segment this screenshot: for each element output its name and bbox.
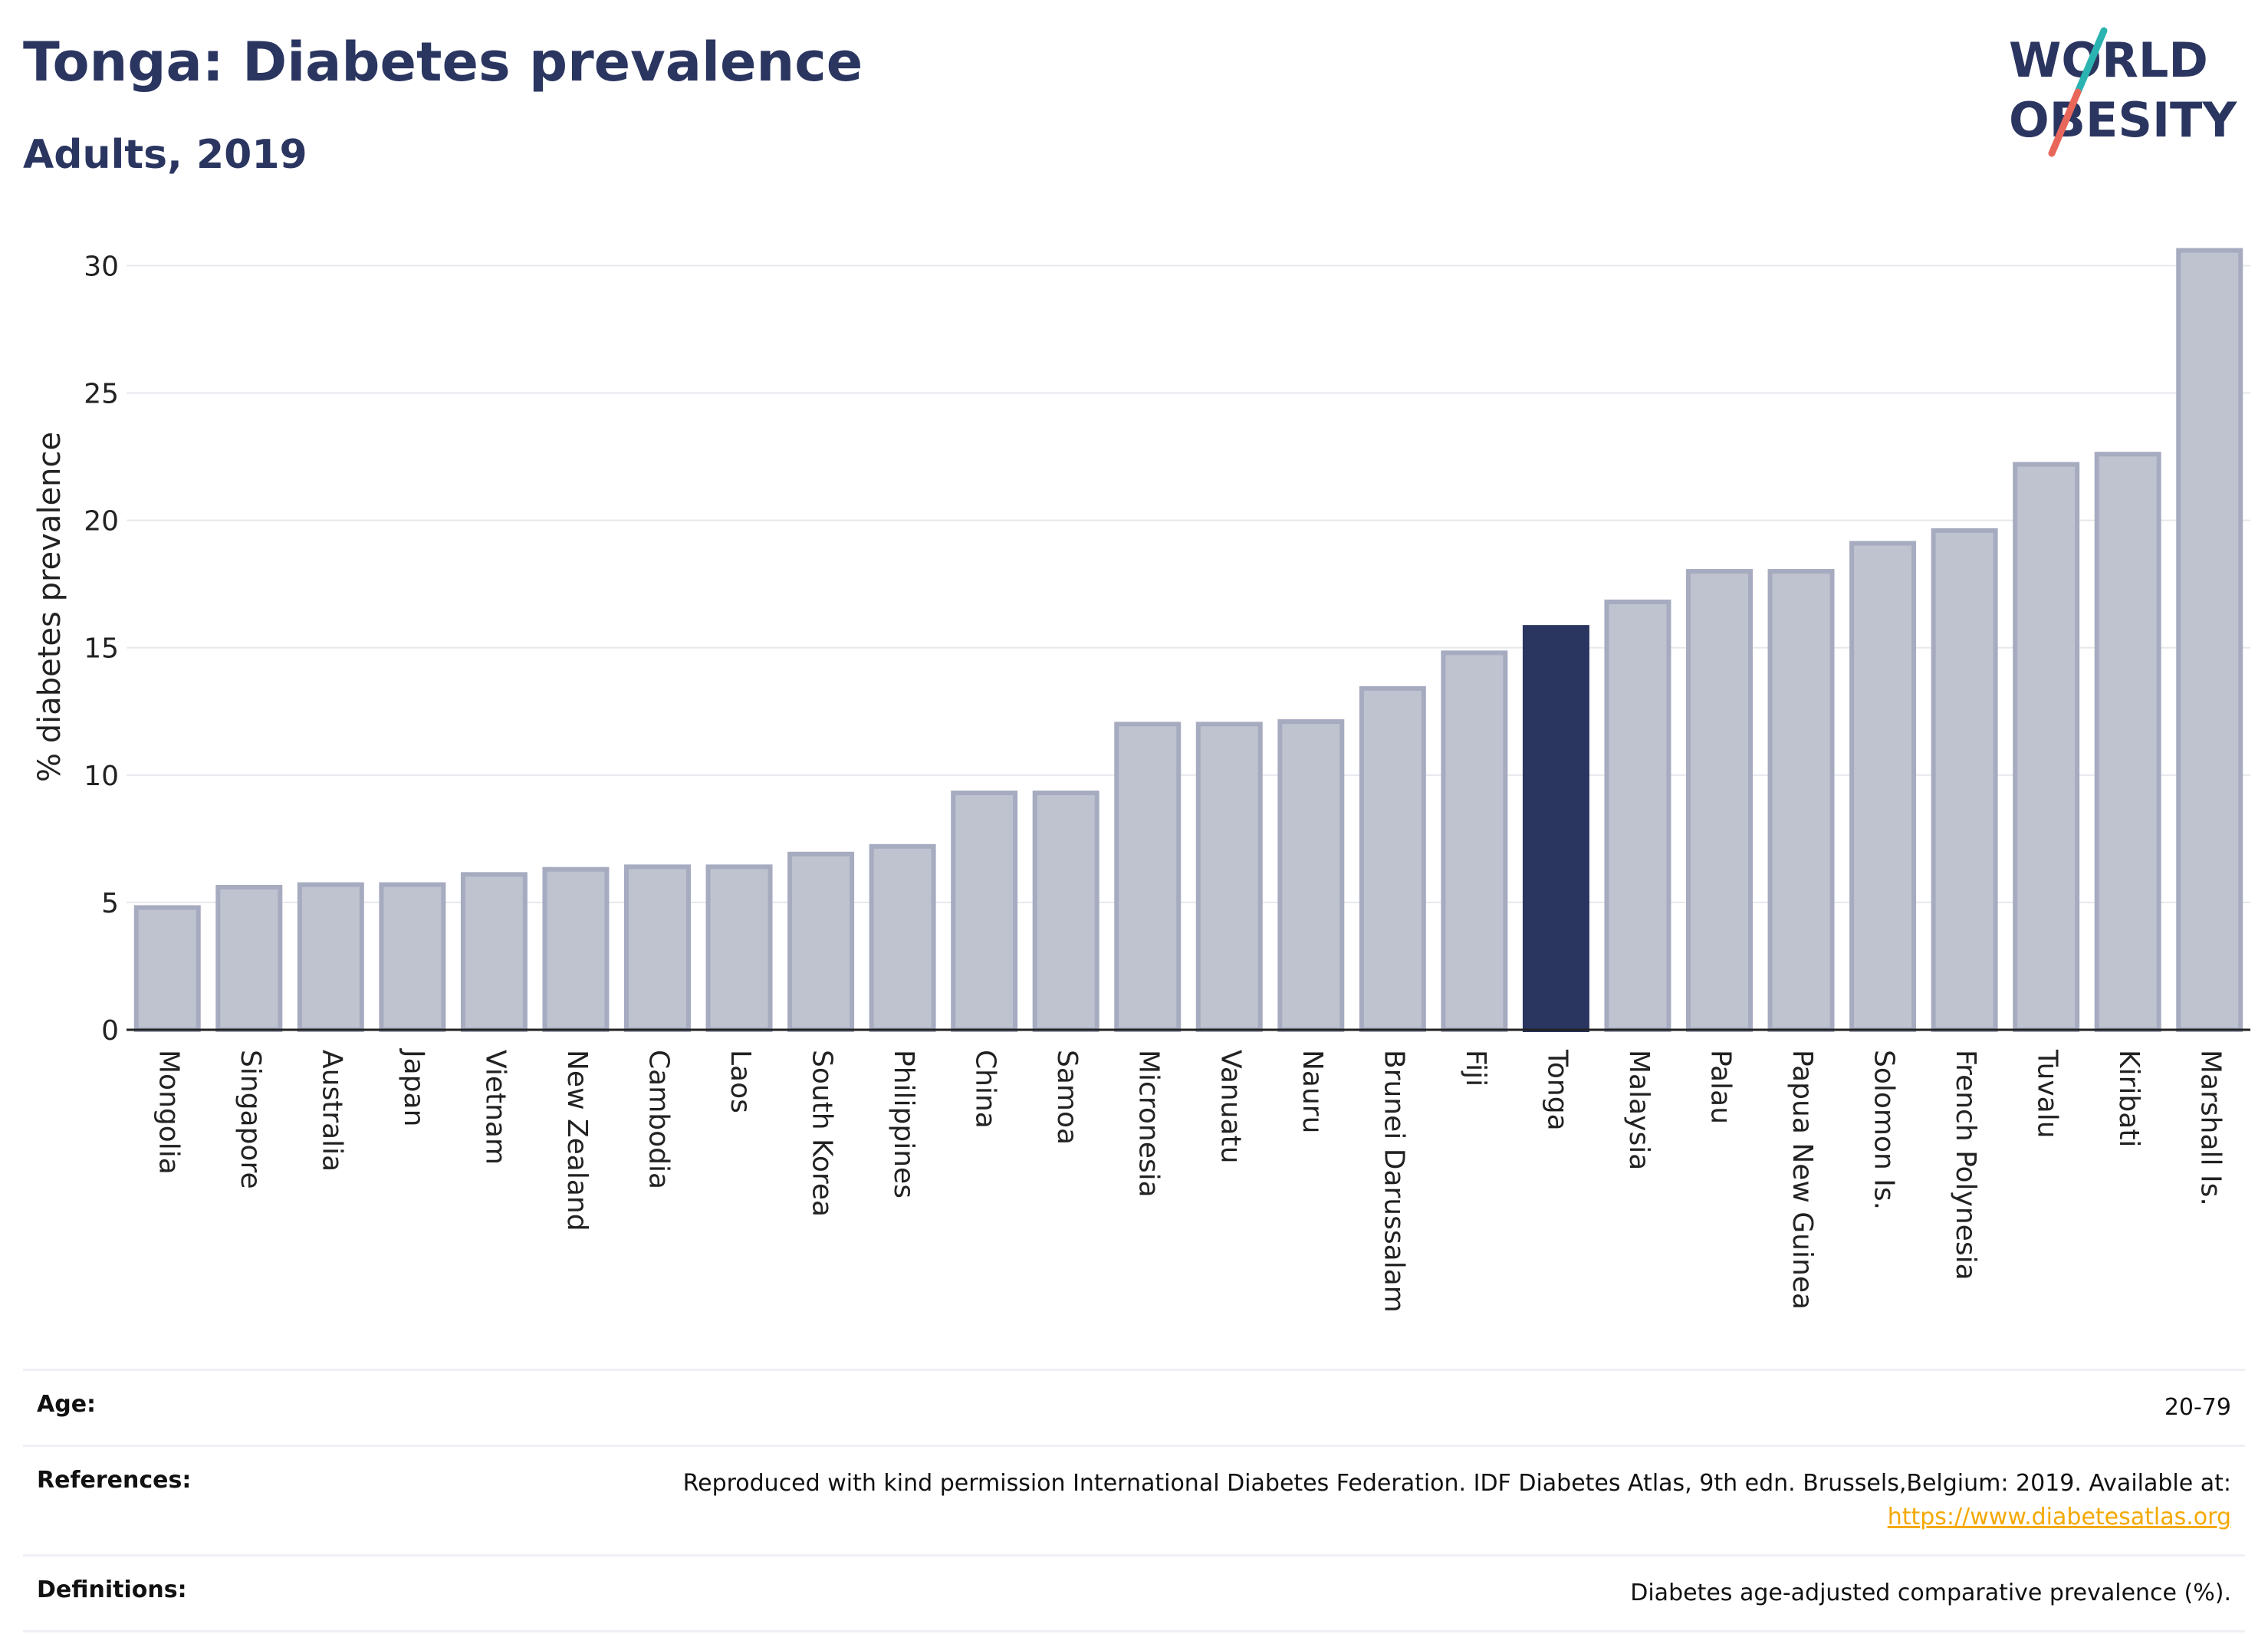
bar-french-polynesia[interactable] <box>1931 528 1998 1032</box>
y-axis-ticks: 0 5 10 15 20 25 30 <box>84 251 119 1047</box>
logo-accent-coral <box>2048 88 2082 157</box>
x-tick-label: Cambodia <box>643 1050 675 1189</box>
y-tick-label: 0 <box>101 1015 119 1047</box>
x-tick-label: New Zealand <box>561 1050 593 1231</box>
bar-marshall-is[interactable] <box>2176 248 2243 1033</box>
x-tick-label: Malaysia <box>1623 1050 1655 1170</box>
x-tick-label: Palau <box>1705 1050 1737 1124</box>
x-tick-label: Samoa <box>1051 1050 1083 1145</box>
info-value: Reproduced with kind permission Internat… <box>683 1467 2231 1534</box>
y-tick-label: 15 <box>84 633 119 665</box>
bar-laos[interactable] <box>705 864 773 1033</box>
x-tick-label: Japan <box>398 1048 429 1126</box>
y-tick-label: 5 <box>101 888 119 919</box>
info-row-age: Age: 20-79 <box>23 1369 2245 1445</box>
x-tick-label: Tonga <box>1541 1049 1573 1131</box>
bar-chart: 0 5 10 15 20 25 30 Mongolia Singapore Australia J… <box>32 248 2250 1313</box>
x-tick-label: Kiribati <box>2113 1050 2145 1147</box>
x-tick-label: Singapore <box>235 1050 266 1189</box>
info-value: 20-79 <box>2164 1391 2231 1425</box>
info-table: Age: 20-79 References: Reproduced with kind… <box>23 1369 2245 1632</box>
x-tick-label: Brunei Darussalam <box>1378 1050 1409 1313</box>
bar-micronesia[interactable] <box>1114 722 1182 1032</box>
bar-japan[interactable] <box>379 882 446 1032</box>
page-subtitle: Adults, 2019 <box>23 132 307 178</box>
x-tick-label: Marshall Is. <box>2195 1050 2227 1206</box>
bar-tonga[interactable] <box>1522 625 1589 1032</box>
info-label: References: <box>37 1467 192 1494</box>
bar-new-zealand[interactable] <box>542 866 610 1033</box>
info-value-text: 20-79 <box>2164 1394 2231 1421</box>
x-tick-label: Vanuatu <box>1215 1050 1246 1164</box>
x-tick-label: Laos <box>725 1050 756 1113</box>
x-tick-label: Papua New Guinea <box>1786 1050 1818 1310</box>
bar-palau[interactable] <box>1686 569 1753 1032</box>
bar-papua-new-guinea[interactable] <box>1767 569 1835 1032</box>
x-tick-label: Mongolia <box>153 1050 184 1175</box>
bar-singapore[interactable] <box>215 884 283 1032</box>
info-row-definitions: Definitions: Diabetes age-adjusted compar… <box>23 1554 2245 1632</box>
bar-vietnam[interactable] <box>460 872 528 1032</box>
logo-accent-teal <box>2074 27 2108 96</box>
x-tick-label: Vietnam <box>479 1050 511 1165</box>
bar-china[interactable] <box>951 791 1018 1033</box>
y-tick-label: 30 <box>84 251 119 282</box>
y-tick-label: 25 <box>84 379 119 410</box>
bar-nauru[interactable] <box>1277 719 1345 1032</box>
bar-solomon-is[interactable] <box>1849 541 1917 1032</box>
bar-vanuatu[interactable] <box>1195 722 1263 1032</box>
x-tick-label: French Polynesia <box>1950 1050 1981 1281</box>
world-obesity-logo: WORLD OBESITY <box>2009 27 2237 157</box>
info-value-text: Diabetes age-adjusted comparative preval… <box>1630 1580 2231 1606</box>
y-tick-label: 10 <box>84 761 119 792</box>
info-value-text: Reproduced with kind permission Internat… <box>682 1470 2231 1497</box>
logo-line1: WORLD <box>2009 32 2208 88</box>
x-tick-label: Fiji <box>1460 1050 1491 1087</box>
info-value: Diabetes age-adjusted comparative preval… <box>1630 1576 2231 1610</box>
bar-fiji[interactable] <box>1441 650 1508 1032</box>
bar-samoa[interactable] <box>1032 791 1099 1033</box>
info-label: Age: <box>37 1391 97 1418</box>
x-tick-label: Micronesia <box>1133 1050 1165 1198</box>
info-label: Definitions: <box>37 1576 187 1603</box>
bar-tuvalu[interactable] <box>2013 462 2080 1032</box>
reference-link[interactable]: https://www.diabetesatlas.org <box>1887 1504 2231 1530</box>
bar-malaysia[interactable] <box>1604 599 1671 1032</box>
logo-line2: OBESITY <box>2009 92 2237 148</box>
x-tick-label: Australia <box>316 1050 347 1172</box>
x-tick-label: South Korea <box>807 1050 838 1217</box>
x-tick-label: Solomon Is. <box>1869 1050 1900 1210</box>
bar-mongolia[interactable] <box>133 905 201 1033</box>
bar-australia[interactable] <box>297 882 364 1032</box>
x-axis-ticks: Mongolia Singapore Australia Japan Vietnam Ne… <box>153 1048 2226 1313</box>
x-tick-label: China <box>970 1050 1001 1129</box>
bar-south-korea[interactable] <box>787 851 855 1033</box>
y-axis-title: % diabetes prevalence <box>32 432 67 782</box>
bar-kiribati[interactable] <box>2094 452 2161 1032</box>
bar-philippines[interactable] <box>869 843 936 1032</box>
y-tick-label: 20 <box>84 506 119 538</box>
x-tick-label: Nauru <box>1297 1050 1328 1133</box>
info-row-references: References: Reproduced with kind permissi… <box>23 1445 2245 1554</box>
bars <box>133 248 2243 1033</box>
bar-cambodia[interactable] <box>624 864 691 1033</box>
x-tick-label: Tuvalu <box>2032 1049 2063 1139</box>
bar-brunei-darussalam[interactable] <box>1359 685 1426 1033</box>
page-title: Tonga: Diabetes prevalence <box>23 31 863 94</box>
x-tick-label: Philippines <box>888 1050 919 1198</box>
